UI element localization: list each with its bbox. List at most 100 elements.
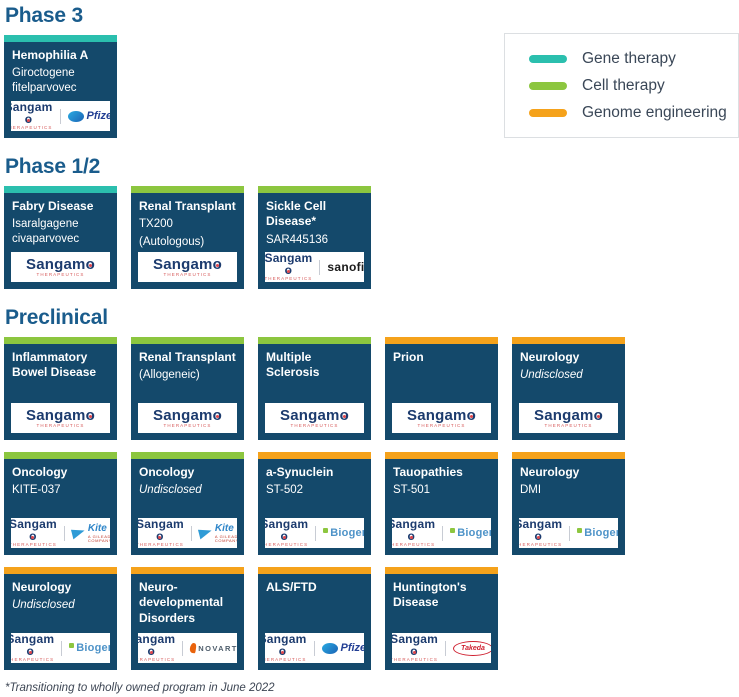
sangamo-therapeutics-label: THERAPEUTICS [392, 657, 439, 663]
partner-logo-pfizer: Pfizer [67, 110, 110, 122]
card-a-synuclein: a-Synuclein ST-502 Sangamo THERAPEUTICS Biog… [258, 452, 371, 555]
sangamo-therapeutics-label: THERAPEUTICS [265, 276, 313, 282]
card-tauopathies: Tauopathies ST-501 Sangamo THERAPEUTICS Biog… [385, 452, 498, 555]
program-subtitle: (Autologous) [139, 236, 205, 249]
card-neurology: Neurology Undisclosed Sangamo THERAPEUTICS B… [4, 567, 117, 670]
sangamo-o-mark: o [147, 644, 156, 659]
sangamo-wordmark: Sangamo [153, 255, 222, 273]
sangamo-o-mark: o [278, 644, 287, 659]
legend-item-cell-therapy: Cell therapy [529, 72, 730, 99]
card-prion: Prion Sangamo THERAPEUTICS [385, 337, 498, 440]
sangamo-o-mark: o [280, 529, 289, 544]
therapy-color-bar-cell [4, 337, 117, 344]
partner-logo-strip: Sangamo THERAPEUTICS Kite A GILEAD COMPANY [11, 518, 110, 548]
sangamo-o-mark: o [85, 255, 95, 273]
program-subtitle: TX200 [139, 218, 173, 231]
sangamo-wordmark: Sangamo [392, 633, 438, 659]
program-title: a-Synuclein [266, 465, 334, 479]
partner-logo-kite: Kite A GILEAD COMPANY [70, 523, 110, 543]
sangamo-therapeutics-label: THERAPEUTICS [290, 422, 339, 428]
program-subtitle: KITE-037 [12, 484, 61, 497]
legend-item-genome-engineering: Genome engineering [529, 99, 730, 126]
therapy-color-bar-cell [131, 337, 244, 344]
therapy-color-bar-genome [512, 337, 625, 344]
sangamo-o-mark: o [212, 255, 222, 273]
sangamo-o-mark: o [26, 644, 35, 659]
program-subtitle: ST-501 [393, 484, 431, 497]
card-multiple-sclerosis: Multiple Sclerosis Sangamo THERAPEUTICS [258, 337, 371, 440]
program-title: Sickle Cell Disease* [266, 199, 327, 229]
sangamo-wordmark: Sangamo [11, 633, 55, 659]
biogen-mark-icon [450, 528, 456, 533]
card-body: a-Synuclein ST-502 Sangamo THERAPEUTICS Biog… [258, 459, 371, 555]
program-title: Hemophilia A [12, 48, 89, 62]
therapy-color-bar-genome [385, 452, 498, 459]
sangamo-o-mark: o [466, 406, 476, 424]
sangamo-therapeutics-label: THERAPEUTICS [11, 542, 57, 548]
program-title: ALS/FTD [266, 580, 317, 594]
program-subtitle: Undisclosed [12, 599, 75, 612]
sangamo-wordmark: Sangamo [26, 255, 95, 273]
partner-logo-strip: Sangamo THERAPEUTICS [265, 403, 364, 433]
card-oncology: Oncology KITE-037 Sangamo THERAPEUTICS Kite A… [4, 452, 117, 555]
partner-logo-biogen: Biogen [69, 642, 110, 654]
partner-logo-strip: Sangamo THERAPEUTICS [11, 403, 110, 433]
sangamo-o-mark: o [593, 406, 603, 424]
biogen-wordmark: Biogen [330, 527, 364, 539]
therapy-color-bar-gene [4, 35, 117, 42]
section-heading-phase-1-2: Phase 1/2 [5, 155, 101, 178]
logo-divider [190, 525, 192, 541]
card-body: Renal Transplant TX200 (Autologous) Sangamo… [131, 193, 244, 289]
program-title: Multiple Sclerosis [266, 350, 320, 380]
therapy-color-bar-cell [4, 452, 117, 459]
partner-logo-strip: Sangamo THERAPEUTICS [11, 252, 110, 282]
card-body: Neurology Undisclosed Sangamo THERAPEUTICS [512, 344, 625, 440]
program-title: Huntington's Disease [393, 580, 467, 610]
card-body: Sickle Cell Disease* SAR445136 Sangamo THER… [258, 193, 371, 289]
therapy-color-bar-cell [131, 186, 244, 193]
sangamo-wordmark: Sangamo [11, 518, 57, 544]
biogen-wordmark: Biogen [457, 527, 491, 539]
sangamo-wordmark: Sangamo [138, 518, 184, 544]
sangamo-o-mark: o [212, 406, 222, 424]
legend-label: Cell therapy [582, 76, 665, 94]
partner-logo-strip: Sangamo THERAPEUTICS [138, 403, 237, 433]
footnote: *Transitioning to wholly owned program i… [5, 682, 275, 694]
sangamo-wordmark: Sangamo [265, 518, 309, 544]
program-title: Oncology [139, 465, 195, 479]
sangamo-therapeutics-label: THERAPEUTICS [544, 422, 593, 428]
biogen-mark-icon [323, 528, 329, 533]
pfizer-wordmark: Pfizer [340, 642, 365, 654]
kite-gilead-label: A GILEAD COMPANY [214, 533, 237, 543]
program-title: Neurology [12, 580, 72, 594]
logo-divider [182, 640, 184, 656]
card-body: Fabry Disease Isaralgagene civaparvovec Sa… [4, 193, 117, 289]
card-body: Huntington's Disease Sangamo THERAPEUTICS T… [385, 574, 498, 670]
program-subtitle: (Allogeneic) [139, 369, 200, 382]
therapy-color-bar-genome [4, 567, 117, 574]
sangamo-therapeutics-label: THERAPEUTICS [265, 657, 307, 663]
partner-logo-biogen: Biogen [450, 527, 491, 539]
card-body: Multiple Sclerosis Sangamo THERAPEUTICS [258, 344, 371, 440]
card-row: Fabry Disease Isaralgagene civaparvovec Sa… [4, 186, 739, 289]
logo-divider [442, 525, 444, 541]
partner-logo-strip: Sangamo THERAPEUTICS Kite A GILEAD COMPANY [138, 518, 237, 548]
sangamo-therapeutics-label: THERAPEUTICS [265, 542, 309, 548]
card-renal-transplant: Renal Transplant (Allogeneic) Sangamo THERA… [131, 337, 244, 440]
card-oncology: Oncology Undisclosed Sangamo THERAPEUTICS Ki… [131, 452, 244, 555]
pipeline-sections: Phase 3 Hemophilia A Giroctogene fitelparv… [4, 4, 739, 670]
partner-logo-sanofi: sanofi [327, 260, 364, 274]
partner-logo-novartis: NOVARTIS [189, 642, 237, 654]
card-body: Tauopathies ST-501 Sangamo THERAPEUTICS Biog… [385, 459, 498, 555]
partner-logo-kite: Kite A GILEAD COMPANY [197, 523, 237, 543]
logo-divider [569, 525, 571, 541]
